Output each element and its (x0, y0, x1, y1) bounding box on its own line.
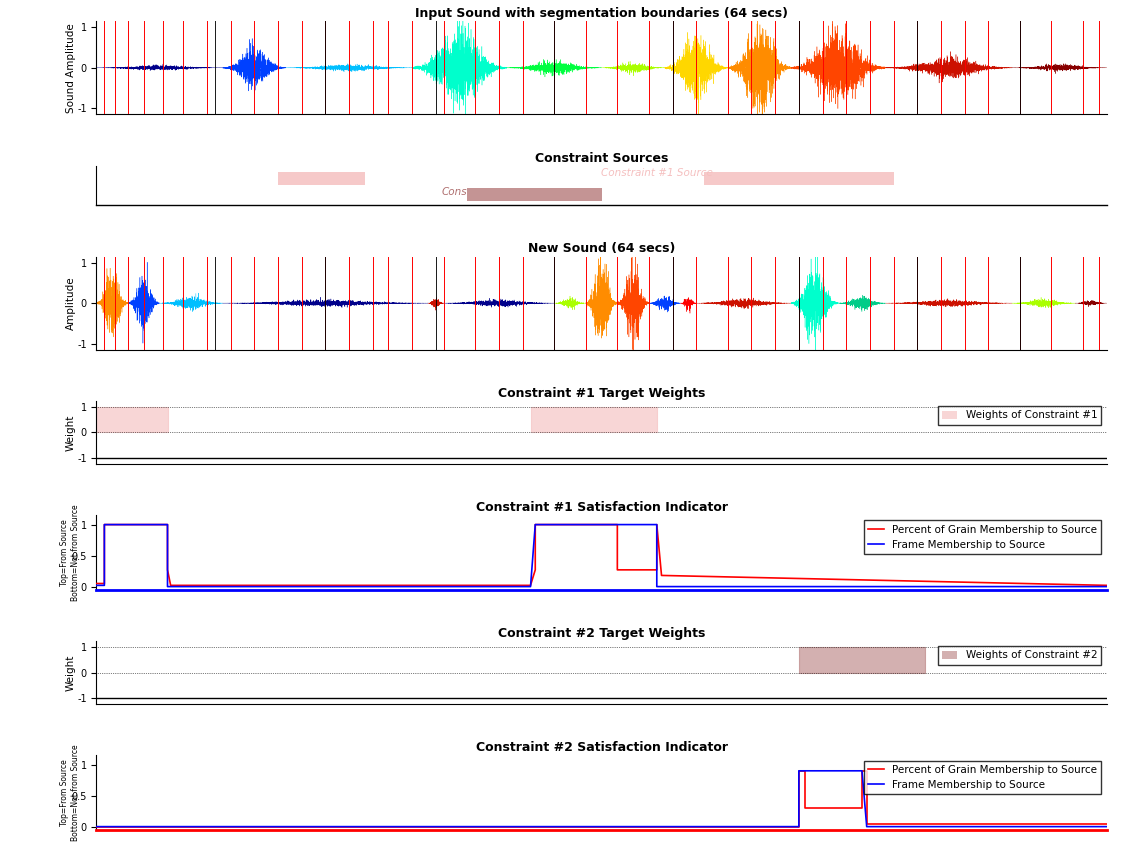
Legend: Percent of Grain Membership to Source, Frame Membership to Source: Percent of Grain Membership to Source, F… (864, 761, 1101, 794)
Title: Constraint #1 Target Weights: Constraint #1 Target Weights (498, 387, 705, 400)
Legend: Percent of Grain Membership to Source, Frame Membership to Source: Percent of Grain Membership to Source, F… (864, 521, 1101, 554)
Bar (96, 408, 168, 432)
Y-axis label: Top=From Source
Bottom=Not from Source: Top=From Source Bottom=Not from Source (60, 745, 79, 841)
Title: Constraint #2 Satisfaction Indicator: Constraint #2 Satisfaction Indicator (476, 741, 728, 754)
Title: Constraint #1 Satisfaction Indicator: Constraint #1 Satisfaction Indicator (476, 501, 728, 514)
Y-axis label: Sound Amplitude: Sound Amplitude (66, 23, 76, 112)
Text: Constraint #1 Source: Constraint #1 Source (600, 168, 713, 178)
Title: Input Sound with segmentation boundaries (64 secs): Input Sound with segmentation boundaries… (415, 7, 788, 20)
Bar (278, 172, 364, 186)
Y-axis label: Weight: Weight (66, 414, 76, 451)
Bar (704, 172, 893, 186)
Legend: Weights of Constraint #2: Weights of Constraint #2 (938, 646, 1101, 665)
Text: Cons: Cons (442, 186, 468, 197)
Y-axis label: Top=From Source
Bottom=Not from Source: Top=From Source Bottom=Not from Source (60, 504, 79, 601)
Y-axis label: Amplitude: Amplitude (66, 277, 76, 330)
Bar (530, 408, 657, 432)
Bar (468, 188, 602, 201)
Title: New Sound (64 secs): New Sound (64 secs) (528, 243, 675, 255)
Bar (799, 648, 925, 672)
Title: Constraint #2 Target Weights: Constraint #2 Target Weights (498, 627, 705, 640)
Legend: Weights of Constraint #1: Weights of Constraint #1 (938, 406, 1101, 425)
Title: Constraint Sources: Constraint Sources (535, 151, 669, 164)
Y-axis label: Weight: Weight (66, 654, 76, 691)
